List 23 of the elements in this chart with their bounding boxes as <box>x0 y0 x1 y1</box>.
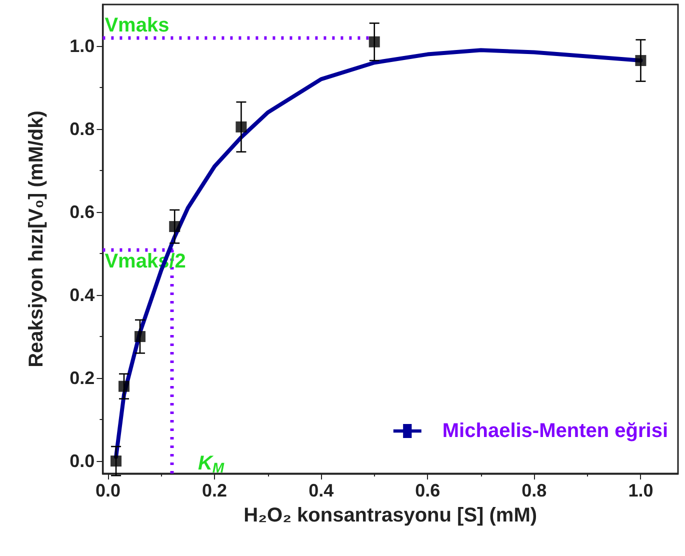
x-axis-title: H₂O₂ konsantrasyonu [S] (mM) <box>244 504 538 526</box>
y-tick-label: 0.8 <box>70 119 95 140</box>
point <box>169 221 180 232</box>
point <box>118 380 130 392</box>
legend-label: Michaelis-Menten eğrisi <box>442 420 668 442</box>
y-tick-label: 0.6 <box>70 202 95 222</box>
y-tick-label: 0.4 <box>70 285 95 306</box>
x-tick-label: 0.2 <box>202 480 228 500</box>
y-tick-label: 0.0 <box>70 451 95 472</box>
x-tick-label: 0.8 <box>522 480 547 500</box>
point <box>134 331 146 342</box>
ref-line-label: Vmaks <box>104 14 170 37</box>
y-tick-label: 0.2 <box>70 368 95 388</box>
y-tick-label: 1.0 <box>70 36 95 56</box>
x-tick-label: 0.6 <box>415 480 440 500</box>
point <box>110 456 122 467</box>
point <box>368 36 380 48</box>
point <box>236 121 247 132</box>
x-tick-label: 0.0 <box>96 480 121 500</box>
point <box>635 55 646 66</box>
x-tick-label: 0.4 <box>308 480 334 500</box>
x-tick-label: 1.0 <box>628 480 654 500</box>
y-axis-title: Reaksiyon hızı[V₀] (mM/dk) <box>26 110 48 368</box>
